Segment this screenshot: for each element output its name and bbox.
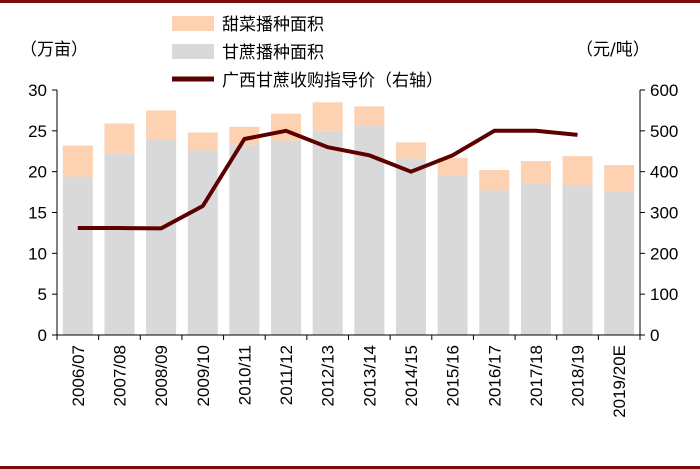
left-tick-label-10: 10 [28,244,47,263]
price-line-group [77,128,578,231]
bar-cane-2016/17 [479,190,510,335]
x-tick-label-2014/15: 2014/15 [402,345,421,406]
x-tick-label-2012/13: 2012/13 [319,345,338,406]
right-tick-label-400: 400 [650,163,678,182]
x-tick-label-2018/19: 2018/19 [569,345,588,406]
x-tick-label-2011/12: 2011/12 [277,345,296,405]
bar-cane-2007/08 [104,153,135,335]
left-tick-label-25: 25 [28,122,47,141]
bar-beet-2014/15 [395,142,426,159]
legend-label-beet: 甜菜播种面积 [222,15,324,35]
bar-beet-2019/20E [604,165,635,192]
left-axis-unit: （万亩） [20,40,88,60]
x-tick-label-2010/11: 2010/11 [235,345,254,405]
bar-beet-2012/13 [312,102,343,131]
bar-cane-2015/16 [437,174,468,335]
bars-group [62,102,635,335]
x-tick-label-2009/10: 2009/10 [194,345,213,406]
bar-cane-2010/11 [229,144,260,335]
bar-cane-2008/09 [146,139,177,335]
bar-cane-2006/07 [62,176,93,335]
left-tick-label-30: 30 [28,81,47,100]
right-tick-label-300: 300 [650,204,678,223]
bar-beet-2008/09 [146,110,177,140]
right-tick-label-200: 200 [650,244,678,263]
bar-beet-2016/17 [479,170,510,191]
x-tick-label-2006/07: 2006/07 [69,345,88,406]
legend-label-cane: 甘蔗播种面积 [222,43,324,63]
legend: 甜菜播种面积 甘蔗播种面积 广西甘蔗收购指导价（右轴） [172,15,443,91]
bar-cane-2017/18 [520,183,551,335]
bar-beet-2018/19 [562,156,593,186]
right-axis-unit: （元/吨） [576,40,650,60]
bar-beet-2013/14 [354,106,385,126]
legend-swatch-cane [172,44,214,59]
left-tick-label-20: 20 [28,163,47,182]
bar-cane-2011/12 [271,140,302,335]
bottom-border [0,466,700,469]
x-tick-label-2017/18: 2017/18 [527,345,546,406]
bar-beet-2009/10 [187,132,218,151]
bar-beet-2006/07 [62,145,93,177]
legend-swatch-beet [172,16,214,31]
x-tick-label-2008/09: 2008/09 [152,345,171,406]
right-tick-label-100: 100 [650,285,678,304]
x-tick-label-2007/08: 2007/08 [110,345,129,406]
right-tick-label-600: 600 [650,81,678,100]
left-tick-label-15: 15 [28,204,47,223]
x-tick-label-2015/16: 2015/16 [444,345,463,406]
right-tick-label-0: 0 [650,326,659,345]
bar-beet-2007/08 [104,123,135,154]
bar-cane-2014/15 [395,158,426,335]
bar-beet-2017/18 [520,161,551,184]
bar-cane-2018/19 [562,185,593,335]
left-tick-label-0: 0 [38,326,47,345]
x-tick-label-2016/17: 2016/17 [485,345,504,406]
bar-cane-2009/10 [187,150,218,335]
right-tick-label-500: 500 [650,122,678,141]
bar-beet-2015/16 [437,157,468,175]
top-border [0,0,700,3]
bar-cane-2019/20E [604,191,635,335]
legend-label-price: 广西甘蔗收购指导价（右轴） [222,71,443,91]
left-tick-label-5: 5 [38,285,47,304]
x-tick-label-2013/14: 2013/14 [360,345,379,406]
bar-cane-2012/13 [312,130,343,335]
bar-beet-2010/11 [229,126,260,145]
x-tick-label-2019/20E: 2019/20E [610,345,629,418]
